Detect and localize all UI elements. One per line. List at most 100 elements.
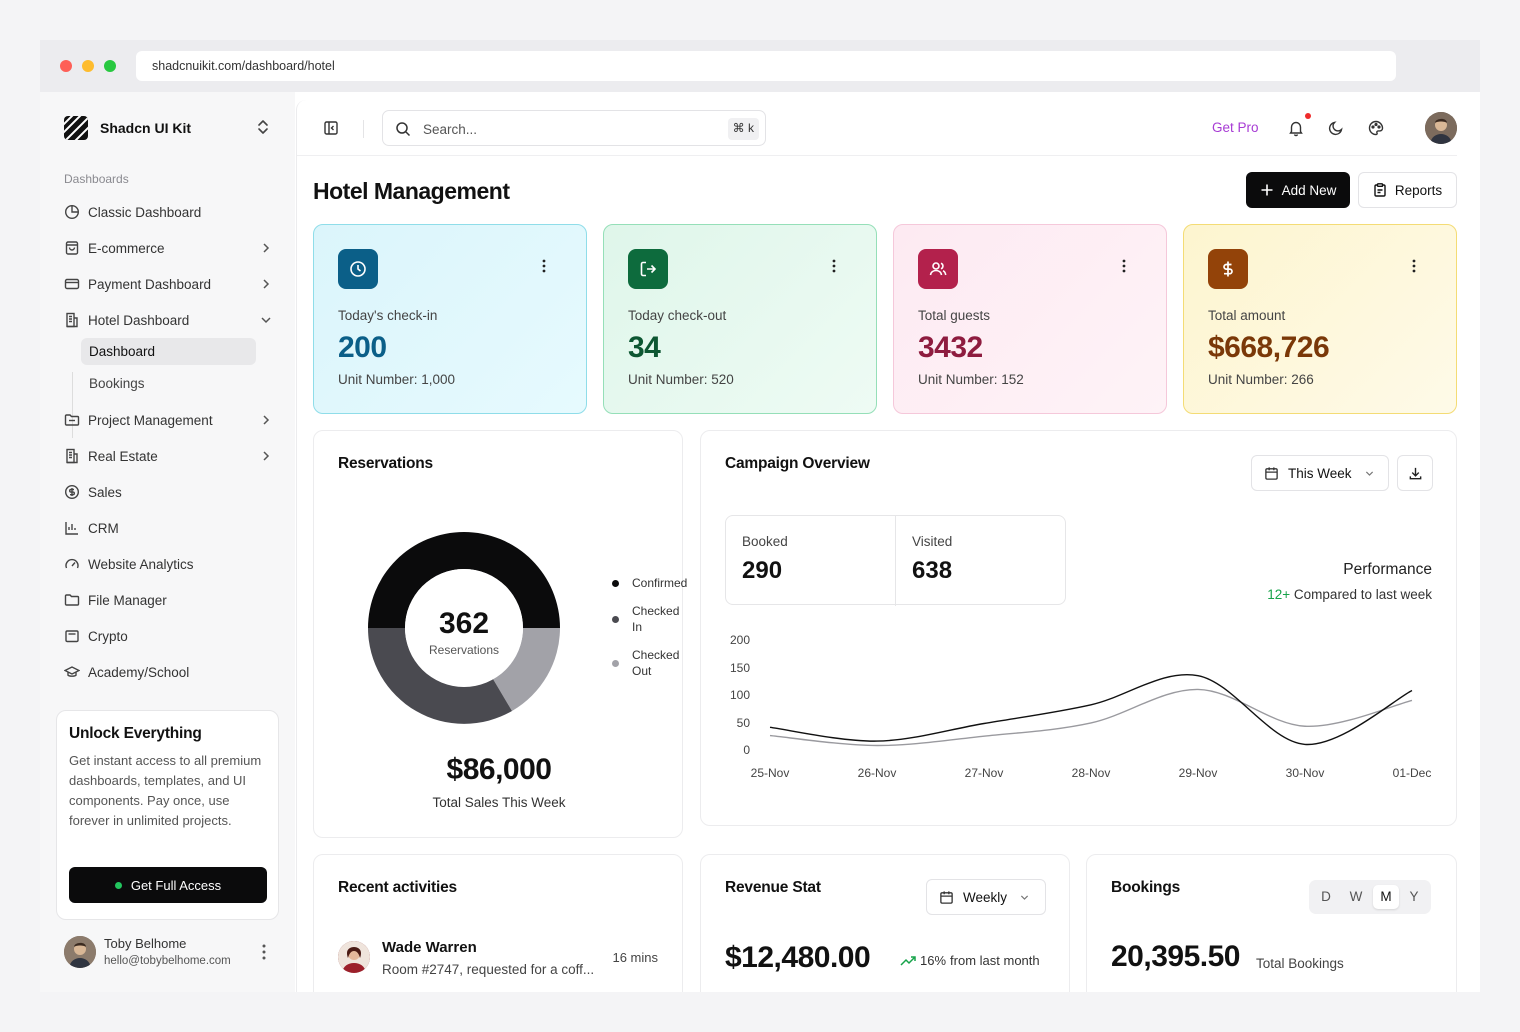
minimize-window-dot[interactable] xyxy=(82,60,94,72)
sidebar-item-crypto[interactable]: Crypto xyxy=(64,622,279,650)
reservations-total: $86,000 xyxy=(446,753,552,786)
sidebar-item-real-estate[interactable]: Real Estate xyxy=(64,442,279,470)
legend-confirmed: Confirmed xyxy=(632,576,688,590)
sidebar-toggle-icon[interactable] xyxy=(323,120,339,136)
x-tick-label: 28-Nov xyxy=(1071,766,1111,780)
stat-label: Today check-out xyxy=(628,308,727,323)
chevron-down-icon xyxy=(261,317,271,324)
reports-label: Reports xyxy=(1394,182,1443,198)
section-label-dashboards: Dashboards xyxy=(64,172,129,186)
revenue-amount: $12,480.00 xyxy=(725,941,871,974)
notification-badge xyxy=(1305,113,1311,119)
chevrons-up-down-icon[interactable] xyxy=(256,118,270,136)
y-tick-label: 100 xyxy=(729,688,750,702)
sidebar-item-label: Classic Dashboard xyxy=(88,204,202,220)
stat-subtext: Unit Number: 266 xyxy=(1208,372,1314,387)
user-email: hello@tobybelhome.com xyxy=(104,955,231,967)
period-year[interactable]: Y xyxy=(1409,889,1419,904)
stat-card-checkout: Today check-out 34 Unit Number: 520 xyxy=(603,224,877,414)
period-day[interactable]: D xyxy=(1321,889,1331,904)
account-avatar[interactable] xyxy=(1425,112,1457,144)
compare-value: 12+ xyxy=(1267,587,1291,602)
bell-icon[interactable] xyxy=(1287,119,1305,137)
chevron-down-icon xyxy=(1365,471,1373,476)
sidebar-subitem-dashboard[interactable]: Dashboard xyxy=(81,338,256,365)
sidebar-item-sales[interactable]: Sales xyxy=(64,478,279,506)
revenue-stat-card: Revenue Stat Weekly $12,480.00 16% from … xyxy=(700,854,1070,992)
sidebar-item-website-analytics[interactable]: Website Analytics xyxy=(64,550,279,578)
sidebar-item-academy-school[interactable]: Academy/School xyxy=(64,658,279,686)
sidebar-item-label: Website Analytics xyxy=(88,556,194,572)
moon-icon[interactable] xyxy=(1327,119,1345,137)
search-box[interactable]: ⌘ k xyxy=(382,110,766,146)
user-avatar[interactable] xyxy=(64,936,96,968)
reservations-title: Reservations xyxy=(338,455,433,472)
period-week[interactable]: W xyxy=(1349,889,1363,904)
sidebar-item-file-manager[interactable]: File Manager xyxy=(64,586,279,614)
page-title: Hotel Management xyxy=(313,178,510,204)
sidebar-item-project-management[interactable]: Project Management xyxy=(64,406,279,434)
status-dot-icon xyxy=(114,881,122,889)
week-filter-dropdown[interactable]: This Week xyxy=(1251,455,1389,491)
building-icon xyxy=(64,448,80,464)
sidebar-item-label: Hotel Dashboard xyxy=(88,312,190,328)
reservations-center-value: 362 xyxy=(438,607,490,640)
palette-icon[interactable] xyxy=(1367,119,1385,137)
x-tick-label: 26-Nov xyxy=(857,766,897,780)
divider xyxy=(363,120,364,138)
download-button[interactable] xyxy=(1397,455,1433,491)
sidebar: Shadcn UI Kit Dashboards Classic Dashboa… xyxy=(40,92,295,992)
series-line-1 xyxy=(769,688,1413,747)
upgrade-promo-card: Unlock Everything Get instant access to … xyxy=(56,710,279,920)
brand-logo-icon xyxy=(64,116,88,140)
bookings-amount: 20,395.50 xyxy=(1111,940,1240,973)
sidebar-item-hotel-dashboard[interactable]: Hotel Dashboard xyxy=(64,306,279,334)
add-new-label: Add New xyxy=(1281,182,1337,198)
add-new-button[interactable]: Add New xyxy=(1246,172,1350,208)
sidebar-item-label: E-commerce xyxy=(88,240,165,256)
sidebar-item-payment-dashboard[interactable]: Payment Dashboard xyxy=(64,270,279,298)
main-content: ⌘ k Get Pro Hotel Management Add New Rep… xyxy=(296,100,1457,992)
maximize-window-dot[interactable] xyxy=(104,60,116,72)
get-pro-link[interactable]: Get Pro xyxy=(1212,120,1259,135)
dollar-circle-icon xyxy=(64,484,80,500)
more-vertical-icon[interactable] xyxy=(832,259,836,273)
plus-icon xyxy=(1260,183,1274,197)
sidebar-item-label: Project Management xyxy=(88,412,213,428)
sidebar-subitem-bookings[interactable]: Bookings xyxy=(89,376,145,391)
brand-name: Shadcn UI Kit xyxy=(100,120,192,136)
sidebar-item-label: Academy/School xyxy=(88,664,190,680)
close-window-dot[interactable] xyxy=(60,60,72,72)
more-vertical-icon[interactable] xyxy=(542,259,546,273)
more-vertical-icon[interactable] xyxy=(1122,259,1126,273)
reports-button[interactable]: Reports xyxy=(1358,172,1457,208)
more-vertical-icon[interactable] xyxy=(1412,259,1416,273)
sidebar-item-label: Crypto xyxy=(88,628,128,644)
search-input[interactable] xyxy=(423,119,723,139)
address-bar[interactable]: shadcnuikit.com/dashboard/hotel xyxy=(136,51,1396,81)
stat-value: 3432 xyxy=(918,331,983,364)
reservations-center-label: Reservations xyxy=(428,643,500,657)
more-vertical-icon[interactable] xyxy=(262,943,266,961)
revenue-change-text: from last month xyxy=(950,953,1040,968)
shopping-bag-icon xyxy=(64,240,80,256)
bookings-card: Bookings xyxy=(1086,854,1457,992)
recent-activities-card: Recent activities Wade Warren Room #2747… xyxy=(313,854,683,992)
activity-name: Wade Warren xyxy=(382,939,477,956)
compare-text: Compared to last week xyxy=(1293,587,1432,602)
sidebar-item-label: CRM xyxy=(88,520,119,536)
period-month[interactable]: M xyxy=(1373,885,1399,909)
weekly-filter-dropdown[interactable]: Weekly xyxy=(926,879,1046,915)
revenue-title: Revenue Stat xyxy=(725,879,821,896)
stat-label: Total guests xyxy=(918,308,991,323)
performance-label: Performance xyxy=(1343,561,1432,578)
sidebar-item-crm[interactable]: CRM xyxy=(64,514,279,542)
stat-value: $668,726 xyxy=(1208,331,1330,364)
get-full-access-button[interactable]: Get Full Access xyxy=(69,867,267,903)
sidebar-item-ecommerce[interactable]: E-commerce xyxy=(64,234,279,262)
sidebar-item-classic-dashboard[interactable]: Classic Dashboard xyxy=(64,198,279,226)
folder-icon xyxy=(64,412,80,428)
legend-dot-confirmed xyxy=(612,580,619,587)
chevron-right-icon xyxy=(263,279,270,289)
performance-compare: 12+ Compared to last week xyxy=(1267,587,1432,602)
